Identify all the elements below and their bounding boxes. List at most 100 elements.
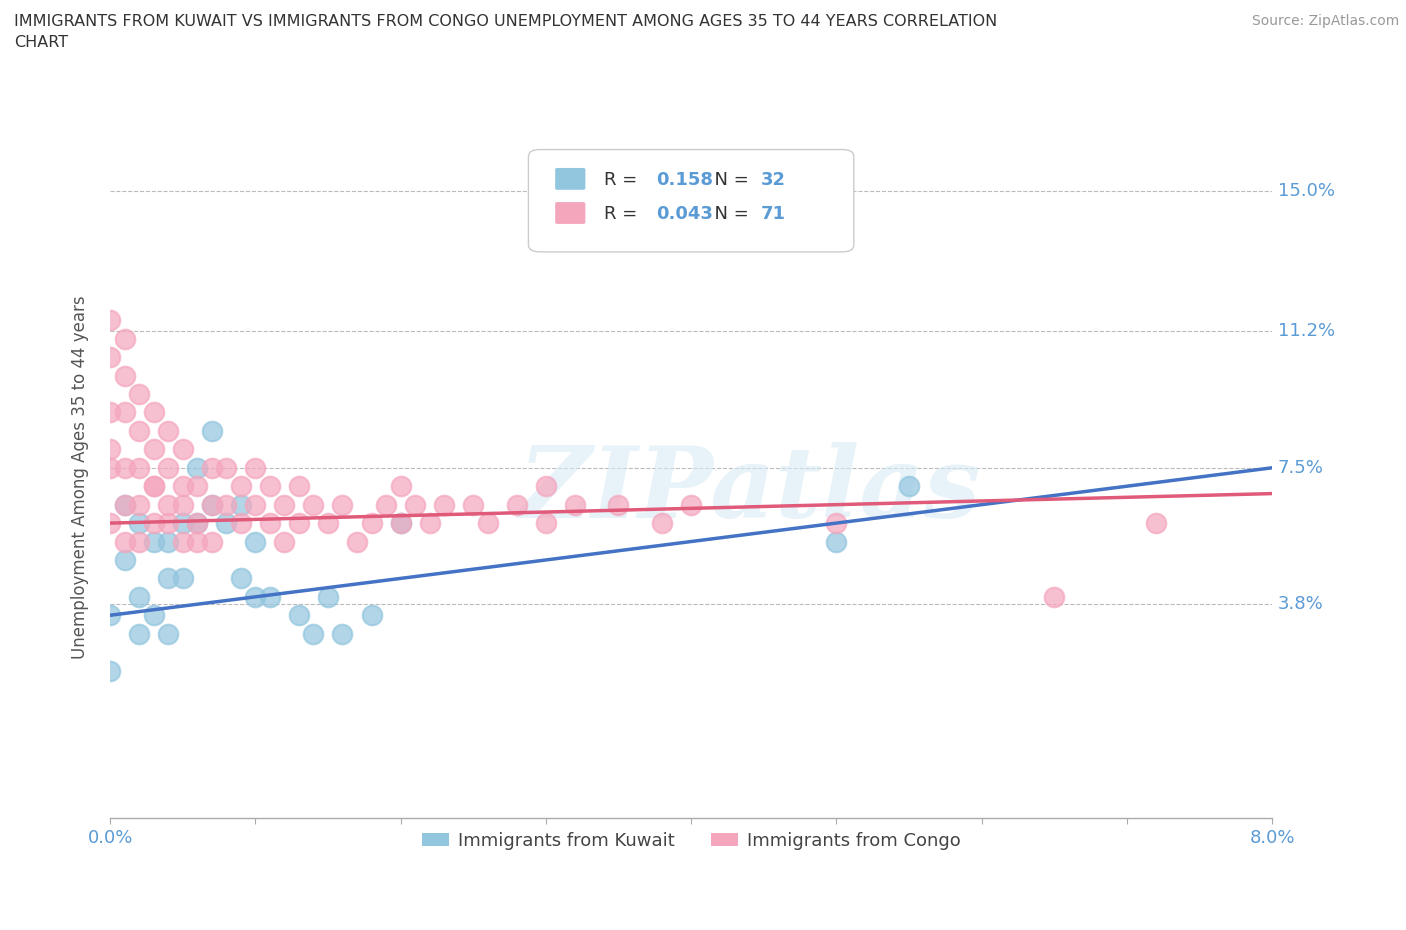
Point [114, 498, 136, 512]
FancyBboxPatch shape [555, 202, 585, 224]
Point [506, 498, 529, 512]
Point [564, 498, 586, 512]
Point [534, 515, 557, 530]
Point [201, 498, 224, 512]
Point [128, 515, 150, 530]
Point [114, 331, 136, 346]
Point [288, 515, 311, 530]
Point [332, 626, 354, 641]
Point [302, 498, 325, 512]
Point [172, 442, 194, 457]
Text: 0.158: 0.158 [657, 171, 713, 189]
Point [98, 312, 121, 327]
Point [128, 498, 150, 512]
Point [172, 571, 194, 586]
Point [128, 590, 150, 604]
Text: 32: 32 [761, 171, 786, 189]
Point [142, 442, 165, 457]
Point [157, 534, 180, 549]
Text: 71: 71 [761, 206, 786, 223]
Point [607, 498, 630, 512]
Text: 7.5%: 7.5% [1278, 458, 1324, 477]
Point [201, 423, 224, 438]
Text: 3.8%: 3.8% [1278, 595, 1323, 613]
Point [114, 405, 136, 420]
Point [404, 498, 426, 512]
Point [157, 498, 180, 512]
Point [186, 515, 208, 530]
Point [477, 515, 499, 530]
Point [186, 534, 208, 549]
Point [681, 498, 703, 512]
Point [360, 608, 382, 623]
Point [114, 552, 136, 567]
Point [534, 479, 557, 494]
Point [825, 534, 848, 549]
Point [245, 590, 267, 604]
Point [259, 590, 281, 604]
Text: 11.2%: 11.2% [1278, 323, 1336, 340]
Point [201, 460, 224, 475]
Point [98, 663, 121, 678]
Text: Source: ZipAtlas.com: Source: ZipAtlas.com [1251, 14, 1399, 28]
Point [142, 515, 165, 530]
Point [98, 515, 121, 530]
Point [1144, 515, 1167, 530]
Text: IMMIGRANTS FROM KUWAIT VS IMMIGRANTS FROM CONGO UNEMPLOYMENT AMONG AGES 35 TO 44: IMMIGRANTS FROM KUWAIT VS IMMIGRANTS FRO… [14, 14, 997, 50]
Point [1043, 590, 1066, 604]
Point [128, 387, 150, 402]
Point [128, 460, 150, 475]
Point [360, 515, 382, 530]
Point [433, 498, 456, 512]
Point [229, 515, 252, 530]
Point [142, 405, 165, 420]
Y-axis label: Unemployment Among Ages 35 to 44 years: Unemployment Among Ages 35 to 44 years [72, 295, 89, 658]
Text: ZIPatlas: ZIPatlas [517, 443, 980, 538]
Text: 15.0%: 15.0% [1278, 182, 1336, 200]
Point [229, 498, 252, 512]
Point [215, 460, 238, 475]
Point [201, 498, 224, 512]
Point [157, 515, 180, 530]
Point [389, 479, 412, 494]
Text: 0.043: 0.043 [657, 206, 713, 223]
Point [114, 368, 136, 383]
Point [259, 515, 281, 530]
Point [215, 498, 238, 512]
Point [172, 515, 194, 530]
Text: N =: N = [703, 206, 754, 223]
Point [142, 534, 165, 549]
Point [142, 608, 165, 623]
Text: N =: N = [703, 171, 754, 189]
Point [114, 460, 136, 475]
Point [259, 479, 281, 494]
Text: R =: R = [605, 171, 643, 189]
FancyBboxPatch shape [529, 150, 853, 252]
FancyBboxPatch shape [555, 168, 585, 190]
Point [128, 626, 150, 641]
Point [273, 534, 295, 549]
Point [332, 498, 354, 512]
Point [316, 515, 339, 530]
Point [142, 479, 165, 494]
Point [302, 626, 325, 641]
Point [245, 460, 267, 475]
Point [201, 534, 224, 549]
Point [651, 515, 673, 530]
Point [157, 626, 180, 641]
Point [186, 460, 208, 475]
Point [346, 534, 368, 549]
Point [186, 515, 208, 530]
Point [142, 479, 165, 494]
Legend: Immigrants from Kuwait, Immigrants from Congo: Immigrants from Kuwait, Immigrants from … [415, 824, 967, 857]
Point [245, 498, 267, 512]
Point [114, 534, 136, 549]
Point [229, 571, 252, 586]
Point [172, 479, 194, 494]
Point [157, 571, 180, 586]
Point [98, 460, 121, 475]
Point [229, 479, 252, 494]
Point [157, 423, 180, 438]
Point [389, 515, 412, 530]
Point [215, 515, 238, 530]
